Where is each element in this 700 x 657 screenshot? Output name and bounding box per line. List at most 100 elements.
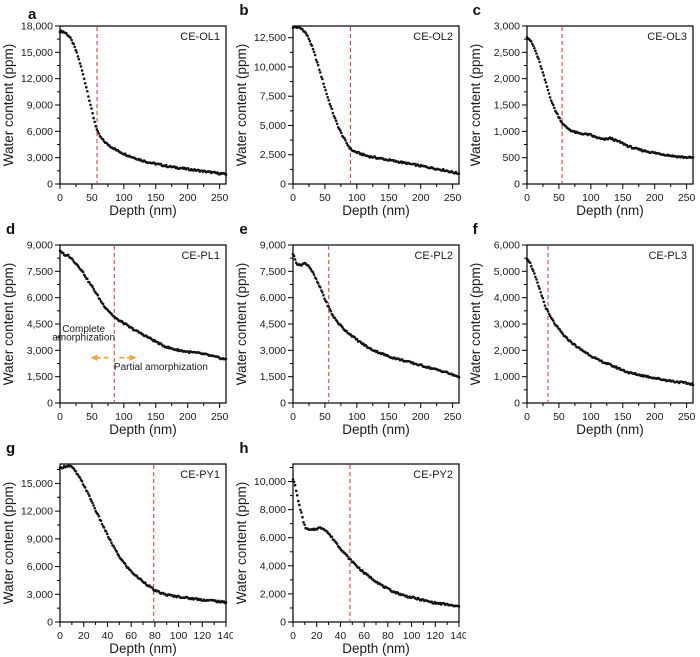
y-tick-label: 4,000 [260,560,286,572]
y-tick-label: 10,000 [254,476,286,488]
x-tick-label: 50 [319,192,331,204]
data-series [292,478,461,608]
y-axis-title: Water content (ppm) [468,44,483,167]
x-tick-label: 40 [102,630,114,642]
y-tick-label: 6,000 [260,532,286,544]
y-tick-label: 0 [280,179,286,191]
y-tick-label: 7,500 [260,266,286,278]
y-tick-label: 0 [514,179,520,191]
x-axis-title: Depth (nm) [576,203,644,218]
x-tick-label: 250 [678,192,696,204]
plot-border [59,244,227,404]
x-tick-label: 50 [86,192,98,204]
series-label: CE-PL2 [415,250,454,262]
x-tick-label: 20 [78,630,90,642]
y-tick-label: 1,000 [493,126,519,138]
axis-ticks [288,467,460,627]
y-axis-title: Water content (ppm) [234,263,249,386]
x-tick-label: 60 [359,630,371,642]
x-tick-label: 100 [582,192,600,204]
y-tick-label: 0 [47,179,53,191]
x-tick-label: 120 [194,630,212,642]
data-series [525,257,694,387]
y-tick-label: 6,000 [493,240,519,252]
plot-border [526,25,694,185]
series-label: CE-OL3 [647,31,687,43]
y-tick-label: 0 [514,398,520,410]
chart-panel-d: d 0 50 100 150 200 250 0 1,500 3,000 4,500 6,000 7,5… [0,219,233,438]
y-tick-label: 7,500 [260,91,286,103]
x-tick-label: 80 [149,630,161,642]
x-tick-label: 50 [319,411,331,423]
x-axis-title: Depth (nm) [576,422,644,437]
data-series [58,29,228,176]
x-tick-label: 150 [380,192,398,204]
chart-svg-g: 0 20 40 60 80 100 120 140 0 3,000 6,000 9,000 12,000… [1,463,233,656]
y-tick-label: 6,000 [27,292,53,304]
y-tick-label: 2,000 [260,588,286,600]
y-tick-label: 10,000 [254,61,286,73]
x-tick-label: 150 [614,411,632,423]
y-tick-label: 2,000 [493,73,519,85]
y-tick-label: 0 [280,617,286,629]
panel-letter: d [6,221,16,238]
chart-svg-b: 0 50 100 150 200 250 0 2,500 5,000 7,500 10,000 12,… [234,25,462,218]
x-axis-title: Depth (nm) [343,641,411,656]
panel-letter: g [6,440,16,457]
chart-panel-a: a 0 50 100 150 200 250 0 3,000 6,000 9,000 12,000 15… [0,0,233,219]
chart-svg-h: 0 20 40 60 80 100 120 140 0 2,000 4,000 6,000 8,000 1… [234,463,466,656]
series-label: CE-PY2 [414,469,454,481]
axis-ticks [521,244,687,408]
x-tick-label: 100 [348,411,366,423]
y-tick-label: 2,500 [260,149,286,161]
x-tick-label: 0 [57,192,63,204]
y-tick-label: 0 [47,398,53,410]
y-tick-label: 8,000 [260,504,286,516]
annotation-text: Complete [62,324,105,335]
x-tick-label: 0 [57,411,63,423]
x-tick-label: 100 [348,192,366,204]
y-tick-label: 3,000 [260,345,286,357]
x-tick-label: 200 [179,411,197,423]
y-tick-label: 9,000 [27,240,53,252]
x-tick-label: 100 [115,192,133,204]
x-tick-label: 150 [147,411,165,423]
data-series [58,464,228,605]
panel-letter: e [239,221,248,238]
chart-svg-e: 0 50 100 150 200 250 0 1,500 3,000 4,500 6,000 7,50… [234,240,462,438]
y-tick-label: 5,000 [260,120,286,132]
x-tick-label: 50 [86,411,98,423]
x-tick-label: 200 [646,192,664,204]
x-tick-label: 0 [524,192,530,204]
y-tick-label: 15,000 [21,478,53,490]
y-axis-title: Water content (ppm) [1,44,16,167]
y-axis-title: Water content (ppm) [234,44,249,167]
y-tick-label: 4,000 [493,292,519,304]
x-tick-label: 100 [582,411,600,423]
axis-ticks [521,25,687,189]
y-tick-label: 1,500 [260,371,286,383]
y-axis-title: Water content (ppm) [468,263,483,386]
plot-border [526,244,694,404]
series-label: CE-OL2 [414,31,454,43]
x-tick-label: 140 [217,630,233,642]
x-axis-title: Depth (nm) [109,203,177,218]
y-tick-label: 9,000 [27,533,53,545]
y-tick-label: 0 [280,398,286,410]
plot-border [292,25,460,185]
y-tick-label: 12,500 [254,32,286,44]
chart-panel-b: b 0 50 100 150 200 250 0 2,500 5,000 7,500 10,000 12… [233,0,466,219]
data-series [292,25,461,176]
chart-panel-g: g 0 20 40 60 80 100 120 140 0 3,000 6,000 9,000 12,00… [0,438,233,657]
series-label: CE-PL1 [181,250,220,262]
y-tick-label: 3,000 [493,319,519,331]
plot-border [59,463,227,623]
y-tick-label: 4,500 [27,319,53,331]
y-tick-label: 12,000 [21,506,53,518]
y-tick-label: 6,000 [27,126,53,138]
plot-border [59,25,227,185]
x-tick-label: 250 [444,411,462,423]
panel-letter: h [239,440,249,457]
panel-letter: f [472,221,478,238]
x-tick-label: 50 [553,192,565,204]
